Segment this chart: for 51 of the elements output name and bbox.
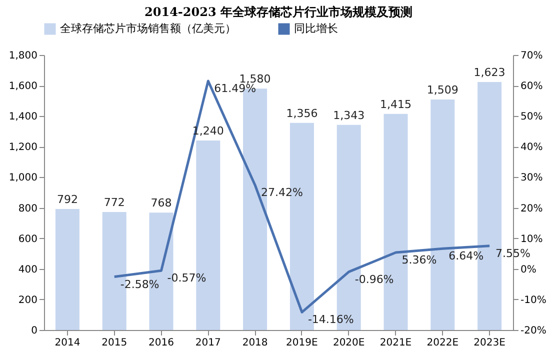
data-label: 6.64%	[448, 250, 484, 263]
data-label: -2.58%	[120, 278, 160, 291]
x-tick-label: 2018	[242, 338, 268, 348]
y2-tick-label: 30%	[520, 172, 543, 184]
x-tick-label: 2017	[195, 338, 221, 348]
legend-label: 同比增长	[294, 22, 338, 35]
data-label: 1,356	[286, 106, 318, 120]
y2-tick-label: -10%	[520, 294, 546, 306]
y2-tick-label: -20%	[520, 326, 546, 336]
x-tick-label: 2016	[148, 338, 174, 348]
data-label: 27.42%	[261, 186, 304, 200]
legend-label: 全球存储芯片市场销售额（亿美元）	[60, 22, 236, 35]
y2-tick-label: 20%	[520, 203, 543, 214]
data-label: 1,623	[474, 66, 506, 80]
x-tick-label: 2022E	[426, 338, 459, 348]
data-label: 772	[104, 196, 125, 210]
x-tick-label: 2015	[102, 338, 128, 348]
x-tick-label: 2020E	[332, 338, 365, 348]
bar	[55, 209, 80, 330]
y-tick-label: 1,400	[8, 112, 38, 123]
data-label: 7.55%	[496, 246, 531, 260]
data-label: 1,415	[380, 98, 412, 111]
y-tick-label: 1,600	[8, 81, 38, 92]
y-tick-label: 1,800	[8, 50, 38, 62]
x-tick-label: 2023E	[474, 338, 506, 348]
y2-tick-label: 40%	[520, 142, 543, 154]
data-label: -0.96%	[354, 272, 394, 286]
chart-title: 2014-2023 年全球存储芯片行业市场规模及预测	[144, 5, 412, 19]
data-label: -0.57%	[167, 272, 206, 285]
y2-tick-label: 10%	[520, 234, 543, 245]
y2-tick-label: 60%	[520, 81, 543, 92]
data-label: -14.16%	[308, 313, 354, 326]
data-label: 792	[56, 193, 78, 206]
data-label: 1,343	[333, 108, 365, 122]
x-tick-label: 2019E	[286, 338, 318, 348]
y2-tick-label: 70%	[520, 50, 543, 62]
y-tick-label: 1,000	[8, 172, 38, 184]
y-tick-label: 0	[31, 326, 38, 336]
y2-tick-label: 0%	[520, 264, 536, 276]
y-tick-label: 400	[18, 264, 38, 276]
y-tick-label: 800	[18, 203, 38, 214]
data-label: 1,509	[426, 83, 458, 96]
x-tick-label: 2021E	[380, 338, 412, 348]
y-tick-label: 200	[18, 294, 38, 306]
y-tick-label: 600	[18, 234, 38, 245]
data-label: 768	[150, 196, 172, 210]
data-label: 61.49%	[214, 82, 256, 96]
y-tick-label: 1,200	[8, 142, 38, 154]
data-label: 5.36%	[402, 254, 437, 267]
y2-tick-label: 50%	[520, 112, 543, 123]
x-tick-label: 2014	[54, 338, 80, 348]
